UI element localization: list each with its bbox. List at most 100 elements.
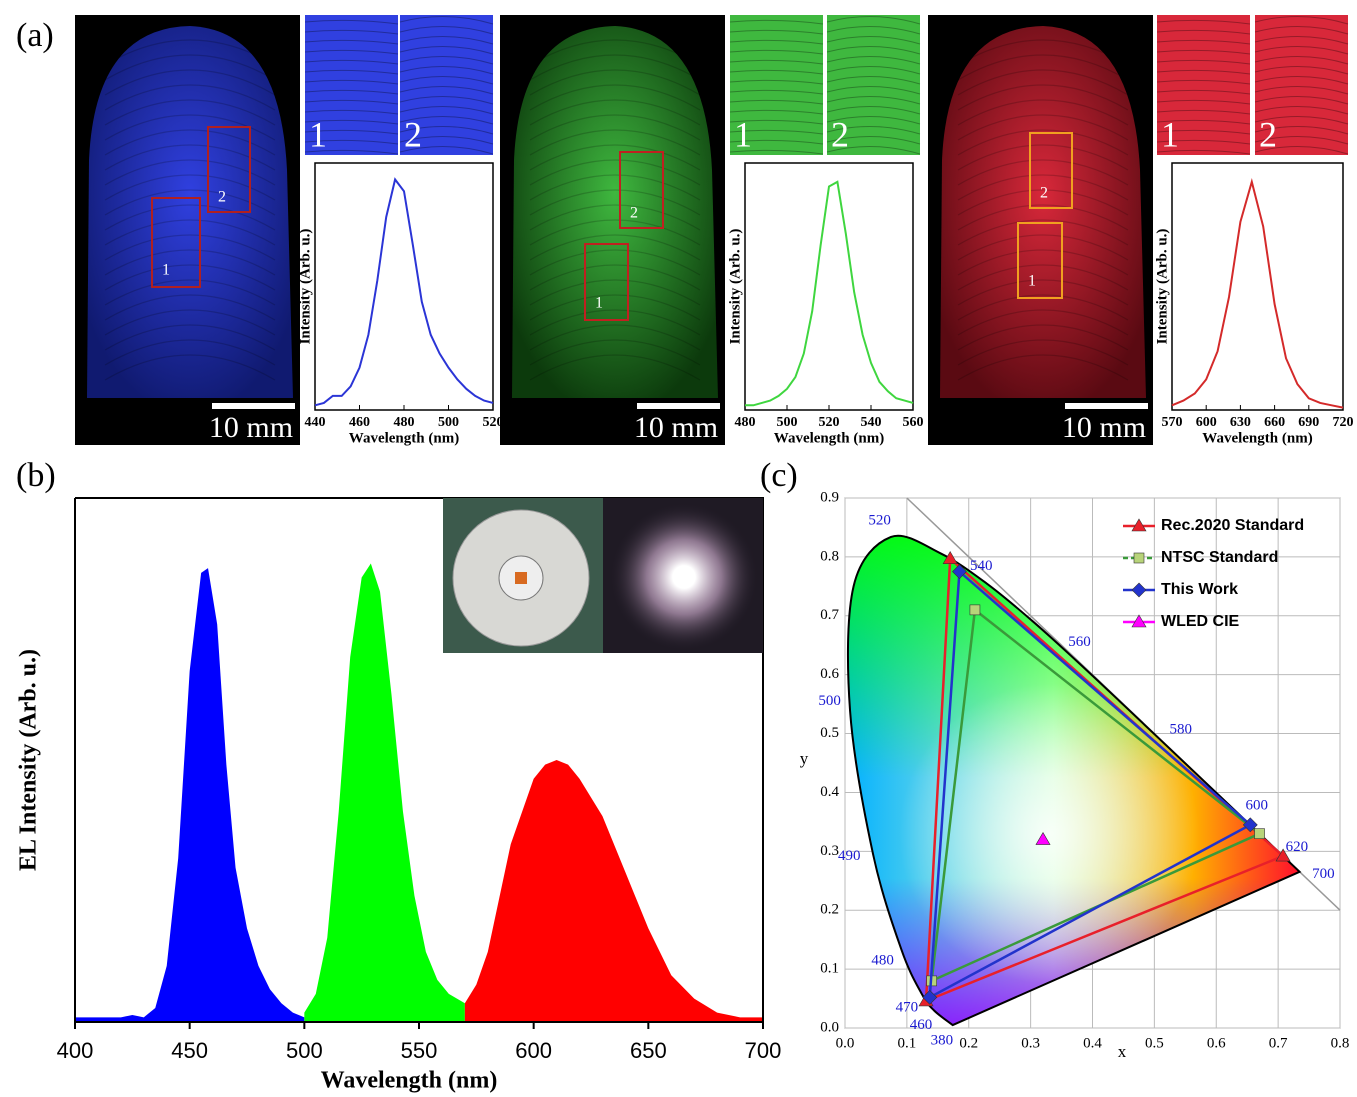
panel-label: (c) [760,457,798,494]
x-tick-label: 520 [483,415,504,430]
x-tick-label: 600 [1196,415,1217,430]
wavelength-label: 490 [838,848,861,864]
inset-label: 1 [1161,114,1179,154]
y-tick-label: 0.1 [820,961,839,977]
y-axis-title: y [800,749,809,768]
y-tick-label: 0.0 [820,1019,839,1035]
x-tick-label: 660 [1264,415,1285,430]
spectrum-area [304,564,465,1023]
legend-label: This Work [1161,581,1238,598]
x-tick-label: 400 [57,1038,94,1063]
y-tick-label: 0.8 [820,548,839,564]
y-tick-label: 0.2 [820,902,839,918]
x-tick-label: 700 [745,1038,782,1063]
inset-label: 2 [1259,114,1277,154]
spectrum-area [465,760,763,1022]
region-label: 2 [1040,185,1048,202]
y-tick-label: 0.6 [820,666,839,682]
inset-label: 2 [831,114,849,154]
led-glow [609,502,759,652]
y-tick-label: 0.7 [820,607,839,623]
x-axis-title: Wavelength (nm) [1202,430,1312,446]
spectrum-area [75,568,304,1022]
x-tick-label: 450 [171,1038,208,1063]
wavelength-label: 560 [1068,634,1091,650]
y-tick-label: 0.5 [820,725,839,741]
x-tick-label: 480 [394,415,415,430]
x-tick-label: 500 [438,415,459,430]
marker [970,605,980,615]
region-label: 2 [630,205,638,222]
panel-label: (b) [16,457,56,494]
x-tick-label: 0.0 [836,1035,855,1051]
x-tick-label: 480 [735,415,756,430]
wavelength-label: 480 [871,952,894,968]
scale-bar-label: 10 mm [1062,411,1146,444]
region-label: 1 [162,262,170,279]
wavelength-label: 460 [910,1017,933,1033]
plot-frame [1172,163,1343,410]
x-tick-label: 540 [861,415,882,430]
wavelength-label: 500 [818,693,841,709]
x-axis-title: Wavelength (nm) [321,1068,498,1094]
inset-label: 2 [404,114,422,154]
scale-bar-label: 10 mm [209,411,293,444]
x-tick-label: 500 [286,1038,323,1063]
wavelength-label: 380 [931,1033,954,1049]
wavelength-label: 620 [1286,839,1309,855]
inset-label: 1 [309,114,327,154]
y-axis-title: Intensity (Arb. u.) [1154,229,1170,345]
legend-label: NTSC Standard [1161,549,1278,566]
wavelength-label: 600 [1245,798,1268,814]
region-label: 1 [1028,273,1036,290]
x-tick-label: 0.6 [1207,1035,1226,1051]
x-tick-label: 630 [1230,415,1251,430]
wavelength-label: 470 [896,999,919,1015]
y-tick-label: 0.4 [820,784,839,800]
x-tick-label: 0.7 [1269,1035,1288,1051]
legend-label: Rec.2020 Standard [1161,517,1304,534]
scale-bar [1065,403,1148,409]
y-tick-label: 0.3 [820,843,839,859]
legend-label: WLED CIE [1161,613,1240,630]
plot-frame [745,163,913,410]
x-tick-label: 690 [1298,415,1319,430]
x-tick-label: 440 [305,415,326,430]
fingertip [512,26,718,398]
wavelength-label: 580 [1169,721,1192,737]
x-tick-label: 600 [515,1038,552,1063]
y-tick-label: 0.9 [820,489,839,505]
x-tick-label: 570 [1162,415,1183,430]
region-label: 2 [218,189,226,206]
x-tick-label: 560 [903,415,924,430]
marker [1255,829,1265,839]
scale-bar [212,403,295,409]
x-tick-label: 720 [1333,415,1354,430]
plot-frame [315,163,493,410]
x-tick-label: 650 [630,1038,667,1063]
inset-label: 1 [734,114,752,154]
x-tick-label: 0.4 [1083,1035,1102,1051]
y-axis-title: EL Intensity (Arb. u.) [16,649,42,871]
x-tick-label: 500 [777,415,798,430]
x-tick-label: 0.1 [898,1035,917,1051]
figure: (a) (b) (c) 1210 mm121210 mm121210 mm124… [0,0,1357,1097]
y-axis-title: Intensity (Arb. u.) [297,229,313,345]
x-tick-label: 460 [349,415,370,430]
scale-bar-label: 10 mm [634,411,718,444]
x-axis-title: x [1118,1042,1127,1061]
x-tick-label: 0.2 [959,1035,978,1051]
wavelength-label: 540 [970,558,993,574]
x-axis-title: Wavelength (nm) [774,430,884,446]
x-tick-label: 550 [401,1038,438,1063]
x-tick-label: 0.5 [1145,1035,1164,1051]
x-tick-label: 0.8 [1331,1035,1350,1051]
wavelength-label: 700 [1312,866,1335,882]
led-die [515,572,527,584]
marker [1134,553,1144,563]
fingertip [940,26,1146,398]
x-tick-label: 0.3 [1021,1035,1040,1051]
scale-bar [637,403,720,409]
y-axis-title: Intensity (Arb. u.) [727,229,743,345]
panel-label: (a) [16,17,54,54]
